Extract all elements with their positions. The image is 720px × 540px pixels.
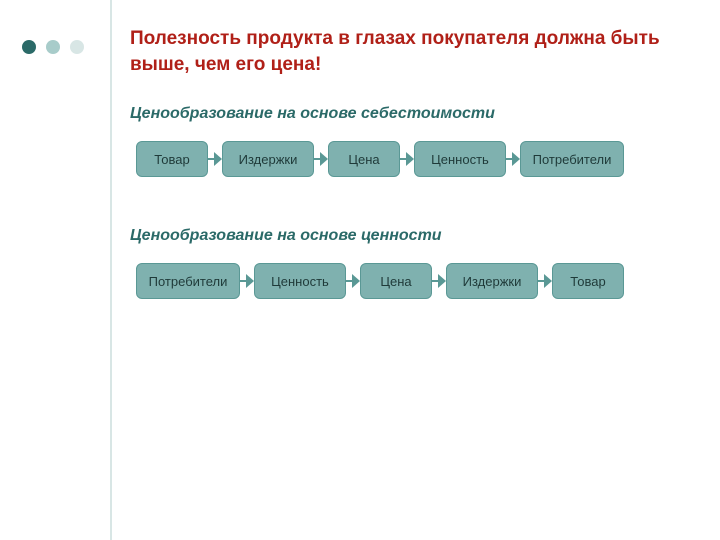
flow-node: Издержки <box>222 141 314 177</box>
arrow-icon <box>346 273 360 289</box>
flow-node-label: Цена <box>348 152 379 167</box>
flow-node-label: Ценность <box>271 274 329 289</box>
flow-node-label: Товар <box>154 152 189 167</box>
flow-node-label: Цена <box>380 274 411 289</box>
flow-node-label: Ценность <box>431 152 489 167</box>
vertical-divider <box>110 0 112 540</box>
flow-subtitle: Ценообразование на основе себестоимости <box>130 105 700 123</box>
slide-content: Полезность продукта в глазах покупателя … <box>130 26 700 349</box>
flow-node: Товар <box>552 263 624 299</box>
decorative-bullets <box>22 40 84 54</box>
flow-node: Потребители <box>136 263 240 299</box>
arrow-icon <box>506 151 520 167</box>
flow-row: Потребители Ценность Цена Издержки Товар <box>136 263 700 299</box>
flow-node-label: Потребители <box>149 274 228 289</box>
flow-node-label: Издержки <box>463 274 522 289</box>
arrow-icon <box>314 151 328 167</box>
flow-node: Цена <box>360 263 432 299</box>
arrow-icon <box>538 273 552 289</box>
bullet-dot <box>46 40 60 54</box>
arrow-icon <box>240 273 254 289</box>
arrow-icon <box>432 273 446 289</box>
arrow-icon <box>208 151 222 167</box>
flow-node: Ценность <box>414 141 506 177</box>
flow-node: Товар <box>136 141 208 177</box>
flow-node: Потребители <box>520 141 624 177</box>
slide-title: Полезность продукта в глазах покупателя … <box>130 26 700 77</box>
flow-node-label: Издержки <box>239 152 298 167</box>
bullet-dot <box>70 40 84 54</box>
flow-node: Издержки <box>446 263 538 299</box>
flow-node-label: Товар <box>570 274 605 289</box>
flow-node: Ценность <box>254 263 346 299</box>
flow-node-label: Потребители <box>533 152 612 167</box>
flow-node: Цена <box>328 141 400 177</box>
flow-subtitle: Ценообразование на основе ценности <box>130 227 700 245</box>
bullet-dot <box>22 40 36 54</box>
arrow-icon <box>400 151 414 167</box>
flow-row: Товар Издержки Цена Ценность Потребители <box>136 141 700 177</box>
